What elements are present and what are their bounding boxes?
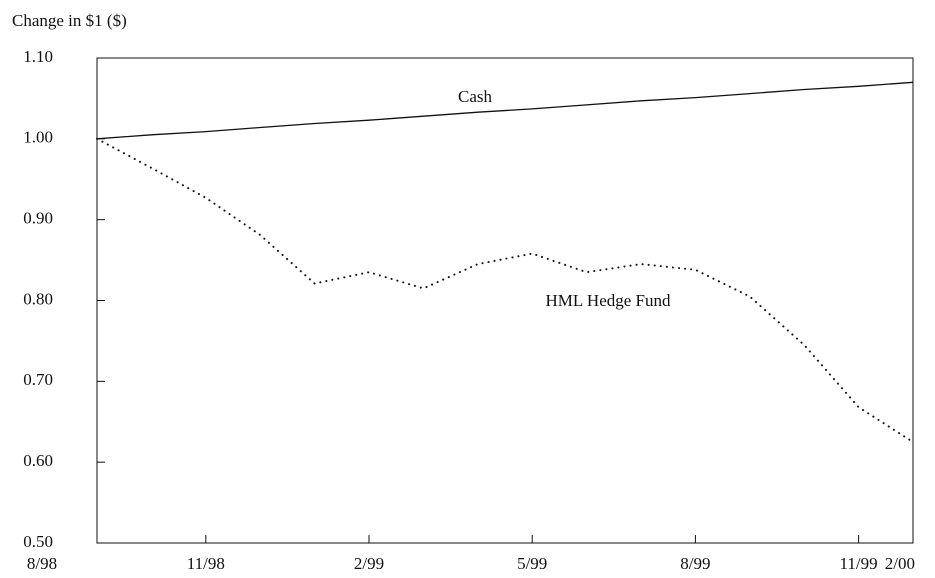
x-tick-label: 8/98 xyxy=(27,554,57,573)
y-tick-label: 1.10 xyxy=(23,47,53,66)
annotation: Cash xyxy=(458,87,493,106)
line-series xyxy=(96,137,914,443)
y-tick-label: 1.00 xyxy=(23,128,53,147)
x-tick-label: 11/98 xyxy=(187,554,225,573)
y-axis-label: Change in $1 ($) xyxy=(12,11,127,30)
x-tick-label: 2/00 xyxy=(885,554,915,573)
y-tick-label: 0.60 xyxy=(23,451,53,470)
annotation: HML Hedge Fund xyxy=(546,291,671,310)
x-tick-label: 8/99 xyxy=(680,554,710,573)
x-tick-label: 5/99 xyxy=(517,554,547,573)
y-tick-label: 0.90 xyxy=(23,209,53,228)
x-tick-label: 11/99 xyxy=(840,554,878,573)
y-tick-label: 0.70 xyxy=(23,370,53,389)
line-series xyxy=(96,81,914,140)
y-tick-label: 0.50 xyxy=(23,532,53,551)
x-tick-label: 2/99 xyxy=(354,554,384,573)
y-tick-label: 0.80 xyxy=(23,289,53,308)
